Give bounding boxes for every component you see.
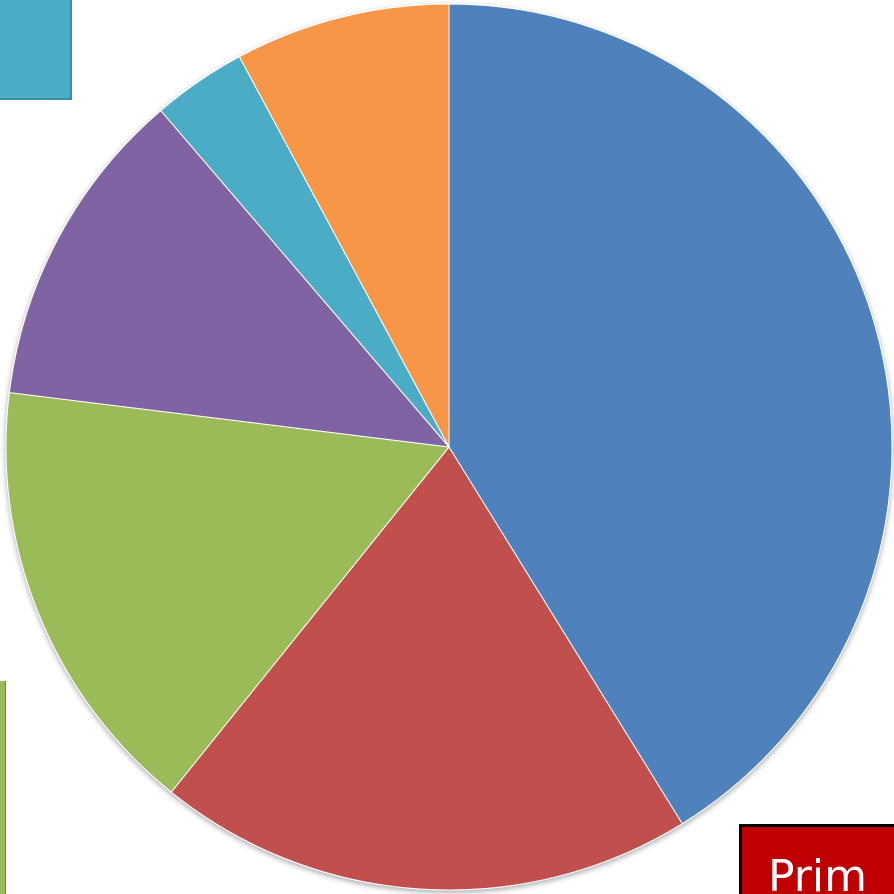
side-strip-partial	[0, 681, 6, 894]
pie-slice-4	[8, 109, 451, 448]
pie-slice-3	[5, 392, 450, 793]
pie-slice-2	[170, 446, 683, 891]
pie-slices	[5, 3, 893, 891]
pie-slice-1	[448, 3, 893, 825]
pie-slice-6	[238, 3, 450, 448]
legend-swatch-partial	[0, 0, 72, 100]
prim-label-box: Prim	[739, 824, 894, 894]
